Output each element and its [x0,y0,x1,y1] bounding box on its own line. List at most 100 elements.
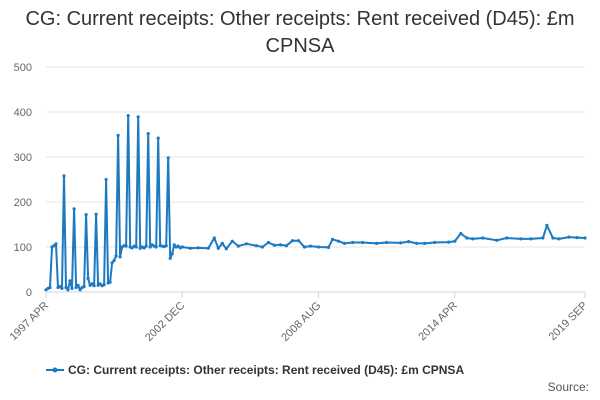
data-point-115 [551,236,555,240]
data-point-62 [168,256,172,260]
y-tick-label-400: 400 [14,107,32,119]
data-point-15 [74,285,78,290]
data-point-81 [266,240,270,245]
data-point-75 [224,247,228,251]
data-point-2 [48,285,52,290]
data-point-33 [110,261,114,265]
x-tick-label-4: 2019 SEP [547,300,591,344]
data-point-83 [278,243,282,247]
data-point-12 [68,279,72,283]
data-point-105 [459,231,463,236]
data-point-101 [423,241,427,245]
data-point-79 [254,244,258,248]
data-point-56 [156,136,160,140]
data-point-98 [399,241,403,245]
data-point-92 [336,239,341,243]
data-point-35 [114,254,118,258]
data-point-93 [342,241,347,245]
data-point-84 [284,244,288,248]
data-point-106 [465,236,469,240]
data-point-94 [351,240,355,245]
data-point-24 [92,284,96,288]
y-tick-label-100: 100 [14,242,32,254]
data-point-46 [136,115,140,119]
y-tick-label-200: 200 [14,197,32,209]
data-point-70 [196,246,200,250]
data-point-119 [583,236,587,240]
data-point-17 [78,288,82,292]
data-point-108 [481,236,485,240]
chart-title: CG: Current receipts: Other receipts: Re… [25,8,575,57]
source-label: Source: [547,380,589,394]
data-point-63 [170,252,174,256]
data-point-97 [385,240,389,245]
data-point-100 [415,241,419,245]
data-point-109 [495,238,499,242]
data-point-76 [230,239,234,243]
x-tick-label-0: 1997 APR [8,300,52,344]
data-point-21 [86,276,90,281]
legend-swatch [46,367,64,373]
data-point-60 [164,244,168,248]
data-point-36 [116,133,120,137]
data-point-25 [94,212,98,216]
data-point-10 [64,285,68,290]
data-point-14 [72,207,76,211]
data-point-112 [529,237,533,241]
data-point-77 [236,244,240,248]
data-point-29 [102,283,106,287]
data-point-118 [575,236,579,240]
data-point-16 [76,283,80,287]
data-point-85 [290,239,295,243]
series-line-0 [45,114,586,291]
data-point-102 [433,240,437,245]
data-point-8 [60,286,64,290]
data-point-61 [166,156,170,160]
data-point-80 [260,245,264,249]
x-tick-label-1: 2002 DEC [143,300,187,344]
data-point-52 [148,245,152,249]
data-point-116 [557,237,561,241]
data-point-20 [84,213,88,217]
data-point-74 [220,241,224,245]
x-axis: 1997 APR 2002 DEC 2008 AUG 2014 APR 2019 SEP [8,292,591,344]
data-point-45 [134,245,138,249]
data-point-99 [407,240,411,244]
data-point-117 [567,235,571,239]
x-tick-label-2: 2008 AUG [279,300,323,344]
data-point-91 [330,237,335,241]
data-point-68 [180,245,184,249]
y-tick-label-300: 300 [14,152,32,164]
data-point-5 [54,242,58,246]
data-point-4 [52,244,56,248]
data-point-107 [471,237,475,241]
data-point-88 [308,244,313,248]
data-point-86 [296,239,301,243]
data-point-51 [146,132,150,136]
data-point-11 [66,288,70,292]
data-point-114 [545,223,549,227]
x-tick-label-3: 2014 APR [416,300,460,344]
data-point-111 [519,237,523,241]
data-point-69 [188,246,192,250]
data-point-64 [172,243,176,247]
data-point-95 [361,240,365,245]
legend-label: CG: Current receipts: Other receipts: Re… [68,363,465,377]
data-point-110 [505,236,509,240]
data-point-37 [118,255,122,259]
data-point-82 [272,243,276,247]
legend[interactable]: CG: Current receipts: Other receipts: Re… [46,363,464,377]
data-point-87 [302,245,307,249]
data-point-40 [124,244,128,248]
data-point-72 [212,236,216,240]
data-point-30 [104,177,108,182]
data-point-103 [447,240,451,244]
data-point-55 [154,245,158,249]
data-point-113 [541,236,545,240]
data-point-13 [70,286,74,290]
data-point-19 [82,285,86,289]
data-point-71 [206,246,210,250]
y-axis: 0 100 200 300 400 500 [14,62,32,299]
data-point-50 [144,244,148,248]
